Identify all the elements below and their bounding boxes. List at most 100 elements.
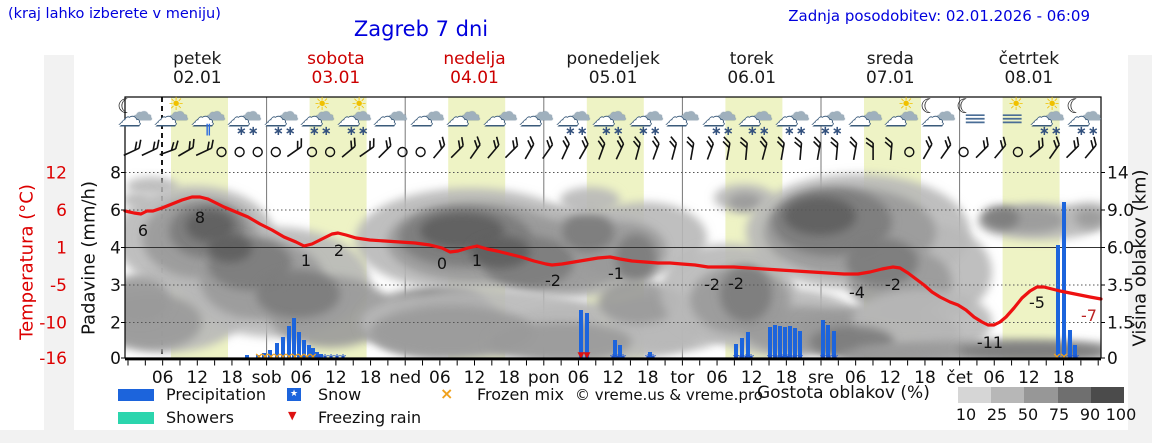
hour-label: 12 [879, 368, 901, 388]
hour-label: 18 [360, 368, 382, 388]
day-abbr-label: pon [528, 368, 560, 388]
moon-icon: ☾ [117, 94, 135, 118]
cloud-back-icon: ☁ [1078, 98, 1102, 126]
snow-marks: ∗∗ [565, 124, 589, 139]
hour-label: 06 [845, 368, 867, 388]
precip-bar [262, 353, 266, 358]
temp-tick-label: 1 [56, 239, 67, 259]
wind-barb-icon [812, 136, 822, 161]
cloud-back-icon: ☁ [348, 98, 372, 126]
temp-label: 0 [437, 254, 447, 273]
frozen-mix-mark: × [278, 350, 287, 363]
wind-calm-icon [1012, 146, 1024, 158]
cloud-icon: ☁ [300, 105, 323, 131]
location-hint: (kraj lahko izberete v meniju) [8, 6, 221, 22]
cloud-icon: ☁ [629, 105, 652, 131]
cloud-icon: ☁ [483, 105, 506, 131]
precip-tick-label: 4 [110, 239, 121, 259]
wind-barb-icon [432, 136, 446, 159]
wind-barb-icon [830, 136, 839, 161]
precip-bar [734, 344, 738, 358]
day-date: 02.01 [172, 68, 222, 88]
wind-barb-icon [884, 136, 893, 161]
precip-bar [618, 345, 622, 358]
precip-bar [773, 325, 777, 358]
cloud-back-icon: ☁ [202, 98, 226, 126]
temp-label: 2 [334, 241, 344, 260]
precip-bar [648, 352, 652, 358]
cloud-density-tick: 90 [1079, 405, 1101, 424]
weather-icon-sun-cloud-snow: ☀ ☁ ☁ ∗∗ [337, 94, 375, 141]
snow-star-icon: ★ [289, 389, 299, 399]
weather-icon-clouds: ☁ ☁ [446, 98, 484, 141]
frozen-mix-mark: × [284, 350, 293, 363]
gridlines [125, 172, 1101, 323]
wind-barb-icon [669, 136, 678, 160]
snow-marks: ∗∗ [747, 124, 771, 139]
day-abbr-label: sob [252, 368, 282, 388]
hour-label: 12 [464, 368, 486, 388]
snow-marks: ∗∗ [638, 124, 662, 139]
copyright-link[interactable]: © vreme.us & vreme.pro [575, 386, 763, 404]
height-tick-label: 6.0 [1107, 239, 1134, 259]
precip-tick-label: 2 [110, 314, 121, 334]
precip-bar [307, 345, 311, 358]
precip-tick-label: 6 [110, 201, 121, 221]
precip-bar [281, 337, 285, 358]
temp-label: 6 [138, 221, 148, 240]
precip-bar [746, 332, 750, 358]
wind-barb-icon [706, 135, 715, 160]
legend-frozen-mix: Frozen mix [477, 385, 565, 404]
day-name: četrtek [998, 49, 1060, 69]
cloud-density-scale [958, 387, 1124, 403]
sun-icon: ☀ [351, 94, 368, 115]
precip-bar [768, 327, 772, 358]
cloud-density-segment [1024, 387, 1058, 403]
weather-icon-cloud-snow: ☁ ☁ ∗∗ [264, 98, 302, 141]
weather-icon-clouds: ☁ ☁ [848, 98, 886, 141]
wind-barb-icon [450, 137, 464, 159]
precip-bar [302, 340, 306, 358]
wind-barb-icon [849, 136, 858, 161]
weather-icon-clouds: ☁ ☁ [665, 98, 703, 141]
precip-bar [798, 331, 802, 358]
precip-bar [579, 310, 583, 358]
cloud-icon: ☁ [191, 105, 214, 131]
precip-bar [832, 331, 836, 358]
hour-label: 12 [325, 368, 347, 388]
wind-barb-icon [686, 136, 695, 161]
day-name: petek [173, 49, 222, 69]
legend-snow: Snow [318, 385, 362, 404]
snow-marks: ∗∗ [601, 124, 625, 139]
day-date: 08.01 [1004, 68, 1054, 88]
wind-barb-icon [504, 137, 519, 159]
day-header-sobota: sobota 03.01 [266, 50, 406, 88]
cloud-density-tick: 25 [986, 405, 1008, 424]
day-abbr-label: čet [946, 368, 973, 388]
cloud-icon: ☁ [592, 105, 615, 131]
cloud-icon: ☁ [154, 105, 177, 131]
precip-bar [275, 343, 279, 358]
temp-label: -11 [977, 333, 1003, 352]
sun-icon: ☀ [1044, 94, 1061, 115]
temp-tick-label: 12 [45, 164, 67, 184]
temperature-labels: 6 8 1 2 0 1 -2 -1 -2 -2 -4 -2 -5 -11 -7 [138, 208, 1097, 352]
cloud-icon: ☁ [410, 105, 433, 131]
weather-icon-cloud-rain: ☁ ☁ ∥ [191, 98, 229, 141]
hour-label: 06 [429, 368, 451, 388]
axis-ticks [121, 172, 1105, 366]
cloud-density-segment [991, 387, 1025, 403]
cloud-back-icon: ☁ [384, 98, 408, 126]
weather-icon-clouds: ☁ ☁ [373, 98, 411, 141]
weather-icon-clouds: ☁ ☁ [483, 98, 521, 141]
day-abbr-label: ned [389, 368, 421, 388]
hour-label: 12 [602, 368, 624, 388]
precip-bar [788, 326, 792, 358]
wind-calm-icon [252, 146, 263, 158]
weather-icon-sun-cloud: ☀ ☁ ☁ [154, 94, 192, 141]
cloud-density-segment [1090, 387, 1124, 403]
precip-bar [1068, 330, 1072, 358]
precip-bar [268, 350, 272, 358]
hour-label: 18 [221, 368, 243, 388]
day-name: torek [729, 49, 774, 69]
